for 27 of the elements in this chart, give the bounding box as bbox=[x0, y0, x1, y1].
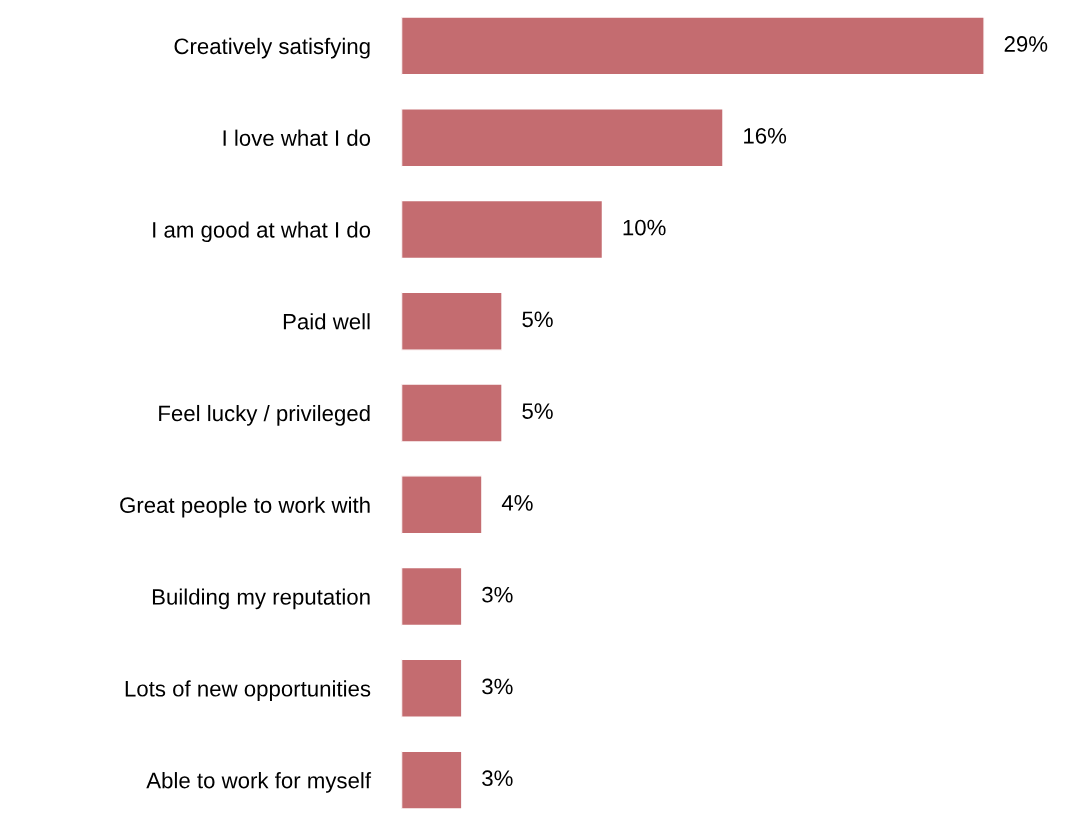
data-label: 5% bbox=[522, 403, 553, 419]
bar bbox=[401, 108, 724, 168]
data-label: 3% bbox=[482, 586, 513, 603]
y-tick-label: I love what I do bbox=[223, 129, 371, 146]
bar bbox=[401, 291, 503, 351]
data-label: 29% bbox=[1004, 36, 1048, 52]
data-label: 3% bbox=[482, 770, 513, 787]
bar bbox=[401, 750, 463, 810]
y-tick-label: Able to work for myself bbox=[146, 772, 372, 793]
y-tick-label: Feel lucky / privileged bbox=[159, 404, 370, 426]
y-tick-label: Creatively satisfying bbox=[174, 37, 370, 59]
y-tick-label: Lots of new opportunities bbox=[125, 680, 371, 701]
y-tick-label: I am good at what I do bbox=[153, 221, 371, 243]
data-label: 16% bbox=[744, 127, 787, 144]
y-tick-label: Building my reputation bbox=[152, 588, 370, 610]
y-tick-label: Paid well bbox=[283, 313, 370, 330]
bar bbox=[401, 566, 463, 627]
bar bbox=[401, 16, 985, 76]
bar bbox=[401, 383, 503, 443]
data-label: 5% bbox=[522, 311, 553, 328]
y-tick-label: Great people to work with bbox=[120, 496, 370, 518]
bar bbox=[401, 475, 483, 535]
data-label: 10% bbox=[623, 219, 666, 236]
data-label: 3% bbox=[482, 678, 513, 695]
bar bbox=[401, 658, 463, 718]
bar bbox=[401, 199, 604, 260]
data-label: 4% bbox=[501, 495, 533, 511]
